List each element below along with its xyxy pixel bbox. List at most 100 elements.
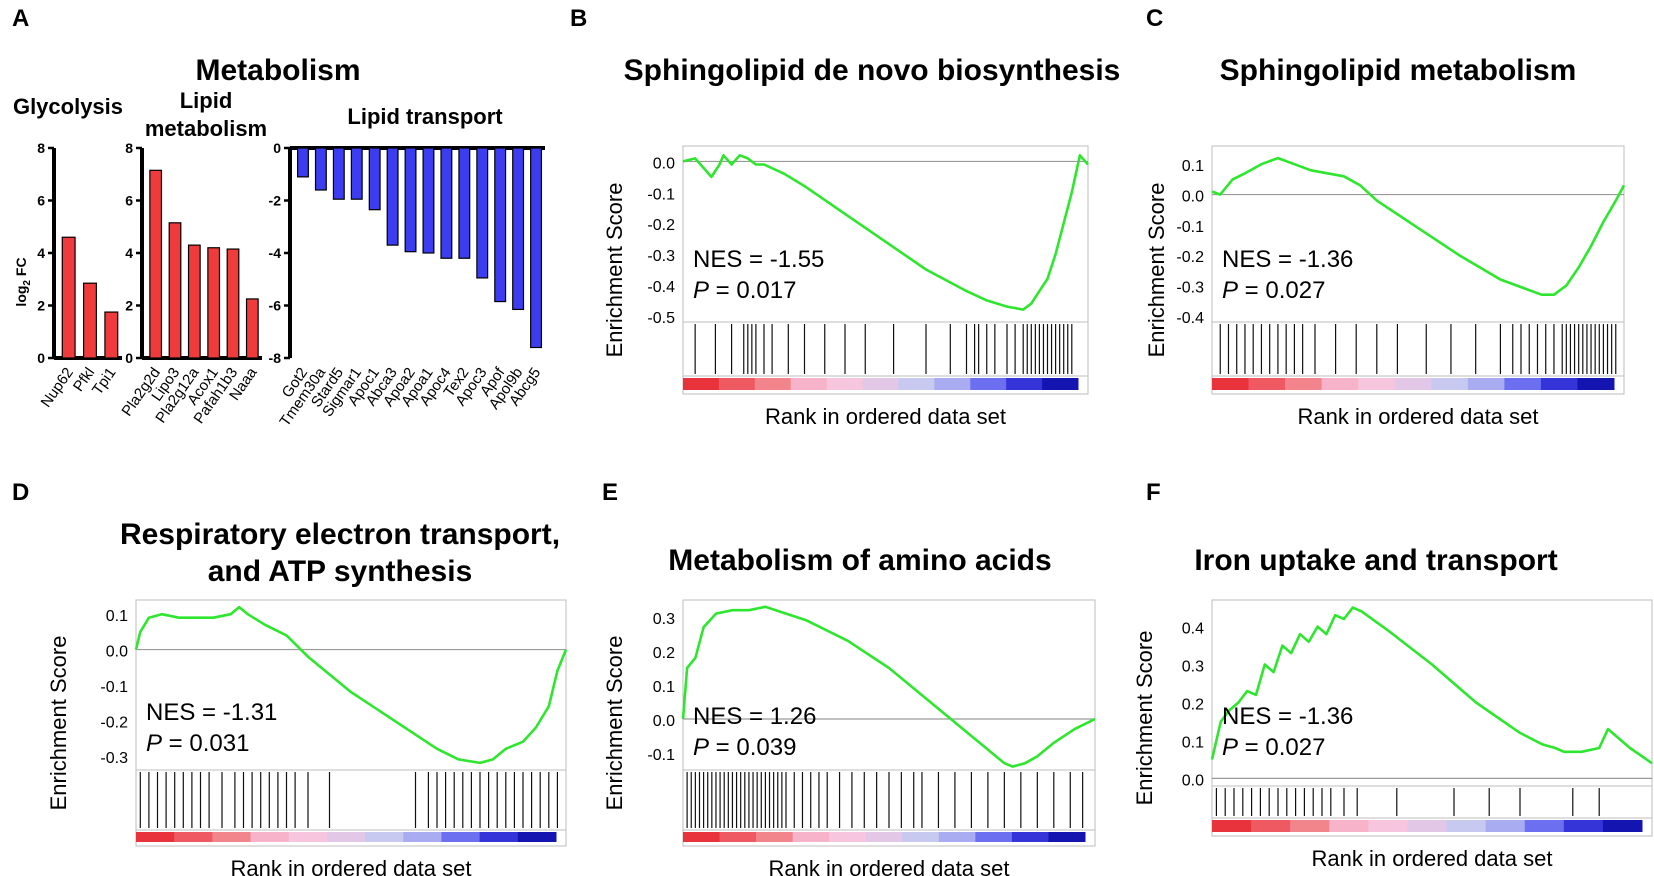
bar-lipid_metabolism-lipo3 xyxy=(168,222,182,359)
rank-heat-segment-E xyxy=(975,832,1013,842)
y-tick-label-C: 0.0 xyxy=(1182,189,1204,206)
rank-heat-segment-E xyxy=(756,832,794,842)
y-tick-label-B: -0.2 xyxy=(647,217,675,234)
y-tick-label-D: -0.1 xyxy=(100,679,128,696)
nes-value-D: NES = -1.31 xyxy=(146,699,277,726)
panel-letter-c: C xyxy=(1146,5,1163,32)
rank-heat-segment-E xyxy=(1011,832,1049,842)
rank-heat-segment-B xyxy=(754,378,792,390)
y-tick-label-glycolysis: 0 xyxy=(37,350,45,366)
bar-lipid_transport-tmem30a xyxy=(314,147,327,191)
chart-title-B: Sphingolipid de novo biosynthesis xyxy=(624,54,1121,87)
bar-lipid_transport-sigmar1 xyxy=(350,147,363,200)
bar-glycolysis-tpi1 xyxy=(104,311,119,359)
plot-frame-C xyxy=(1211,145,1625,395)
chart-title-glycolysis: Glycolysis xyxy=(13,94,123,119)
panel-letter-d: D xyxy=(12,479,29,506)
rank-heat-segment-D xyxy=(174,832,213,842)
rank-heat-segment-B xyxy=(718,378,756,390)
chart-title-line-lipid_metabolism: Lipid xyxy=(180,88,233,113)
y-tick-label-C: -0.4 xyxy=(1176,310,1204,327)
y-tick-label-glycolysis: 2 xyxy=(37,298,45,314)
x-axis-label-C: Rank in ordered data set xyxy=(1298,404,1539,429)
p-number-B: = 0.017 xyxy=(709,277,796,304)
rank-heat-segment-C xyxy=(1467,378,1505,390)
bar-glycolysis-pfkl xyxy=(82,282,97,359)
rank-heat-segment-D xyxy=(212,832,252,842)
chart-title-line-lipid_metabolism: metabolism xyxy=(145,116,267,141)
nes-value-E: NES = 1.26 xyxy=(693,703,816,730)
chart-title-E: Metabolism of amino acids xyxy=(668,544,1051,577)
rank-heat-segment-B xyxy=(970,378,1007,390)
bar-lipid_transport-tex2 xyxy=(458,147,471,259)
rank-heat-segment-B xyxy=(1042,378,1079,390)
y-tick-label-lipid_metabolism: 8 xyxy=(125,140,133,156)
y-tick-label-lipid_metabolism: 6 xyxy=(125,193,133,209)
bar-lipid_transport-apoc4 xyxy=(440,147,453,259)
enrichment-curve-C xyxy=(1211,156,1626,296)
rank-heat-segment-F xyxy=(1524,820,1565,832)
bar-lipid_metabolism-pafah1b3 xyxy=(226,248,240,359)
chart-title-line-D: and ATP synthesis xyxy=(208,555,473,588)
rank-heat-segment-B xyxy=(1006,378,1043,390)
rank-heat-segment-B xyxy=(826,378,864,390)
rank-heat-segment-E xyxy=(938,832,976,842)
y-tick-label-lipid_transport: -2 xyxy=(269,193,282,209)
y-tick-label-B: 0.0 xyxy=(653,155,675,172)
y-tick-label-C: -0.1 xyxy=(1176,219,1204,236)
rank-heat-segment-D xyxy=(517,832,557,842)
rank-heat-segment-B xyxy=(898,378,935,390)
y-tick-label-D: 0.0 xyxy=(106,644,128,661)
y-axis-label-F: Enrichment Score xyxy=(1132,631,1157,806)
rank-heat-segment-C xyxy=(1285,378,1323,390)
chart-title-F: Iron uptake and transport xyxy=(1194,544,1557,577)
bar-lipid_transport-apoa1 xyxy=(422,147,435,254)
bar-lipid_transport-abca3 xyxy=(386,147,399,246)
y-axis-label-B: Enrichment Score xyxy=(602,183,627,358)
y-axis-label-D: Enrichment Score xyxy=(46,636,71,811)
y-tick-label-lipid_transport: -4 xyxy=(269,245,282,261)
y-tick-label-B: -0.4 xyxy=(647,279,675,296)
y-axis-label-E: Enrichment Score xyxy=(602,636,627,811)
p-label-F: P xyxy=(1222,734,1238,761)
y-axis-label-log2fc: log2 FC xyxy=(13,257,33,306)
panel-letter-f: F xyxy=(1146,479,1161,506)
rank-heat-segment-F xyxy=(1602,820,1643,832)
chart-title-C: Sphingolipid metabolism xyxy=(1220,54,1577,87)
y-tick-label-E: 0.2 xyxy=(653,645,675,662)
y-tick-label-C: -0.2 xyxy=(1176,249,1204,266)
rank-heat-segment-C xyxy=(1394,378,1432,390)
bar-lipid_transport-abcg5 xyxy=(530,147,543,349)
bar-lipid_metabolism-naaa xyxy=(245,298,259,359)
plot-frame-E xyxy=(682,599,1096,847)
plot-frame-F xyxy=(1211,599,1653,837)
enrichment-curve-D xyxy=(134,605,568,765)
chart-title-lipid_transport: Lipid transport xyxy=(347,104,503,129)
y-tick-label-F: 0.2 xyxy=(1182,696,1204,713)
y-tick-label-lipid_transport: -6 xyxy=(269,298,282,314)
ylabel-log: log xyxy=(13,286,29,307)
y-tick-label-glycolysis: 4 xyxy=(37,245,45,261)
y-tick-label-F: 0.3 xyxy=(1182,659,1204,676)
y-tick-label-glycolysis: 8 xyxy=(37,140,45,156)
p-number-D: = 0.031 xyxy=(162,730,249,757)
rank-heat-segment-C xyxy=(1212,378,1250,390)
y-tick-label-F: 0.0 xyxy=(1182,772,1204,789)
rank-heat-segment-E xyxy=(792,832,830,842)
rank-heat-segment-F xyxy=(1368,820,1408,832)
bar-lipid_transport-apol9b xyxy=(512,147,525,311)
rank-heat-segment-F xyxy=(1446,820,1487,832)
y-tick-label-D: -0.3 xyxy=(100,750,128,767)
y-tick-label-C: -0.3 xyxy=(1176,280,1204,297)
y-axis-label-C: Enrichment Score xyxy=(1144,183,1169,358)
y-tick-label-lipid_transport: 0 xyxy=(273,140,281,156)
rank-heat-segment-E xyxy=(902,832,940,842)
rank-heat-segment-C xyxy=(1504,378,1542,390)
rank-heat-segment-F xyxy=(1485,820,1526,832)
rank-heat-segment-F xyxy=(1329,820,1369,832)
rank-heat-segment-C xyxy=(1540,378,1578,390)
plot-frame-D xyxy=(135,599,567,847)
rank-heat-segment-C xyxy=(1321,378,1359,390)
y-tick-label-D: -0.2 xyxy=(100,714,128,731)
